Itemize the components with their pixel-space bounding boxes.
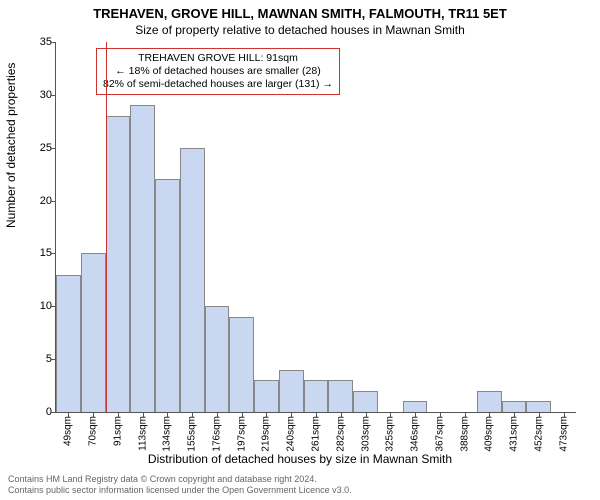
chart-title-sub: Size of property relative to detached ho… [0,23,600,37]
x-tick-mark [440,412,441,417]
histogram-bar [106,116,131,412]
histogram-bar [526,401,551,412]
x-tick-label: 261sqm [311,416,322,452]
annotation-line-2: ← 18% of detached houses are smaller (28… [103,65,333,78]
x-tick-label: 409sqm [484,416,495,452]
x-tick-label: 367sqm [434,416,445,452]
annotation-line-3: 82% of semi-detached houses are larger (… [103,78,333,91]
x-tick-mark [143,412,144,417]
histogram-bar [130,105,155,412]
histogram-bar [81,253,106,412]
x-tick-label: 155sqm [187,416,198,452]
x-tick-mark [316,412,317,417]
x-tick-mark [93,412,94,417]
histogram-bar [56,275,81,412]
x-tick-label: 325sqm [385,416,396,452]
x-tick-mark [242,412,243,417]
x-tick-mark [217,412,218,417]
x-tick-mark [167,412,168,417]
x-axis-label: Distribution of detached houses by size … [0,452,600,466]
x-tick-label: 70sqm [88,416,99,446]
histogram-bar [155,179,180,412]
histogram-bar [304,380,329,412]
histogram-bar [254,380,279,412]
x-tick-label: 219sqm [261,416,272,452]
x-tick-mark [489,412,490,417]
y-tick-mark [51,253,56,254]
x-tick-mark [266,412,267,417]
histogram-bar [180,148,205,412]
x-tick-label: 49sqm [63,416,74,446]
histogram-bar [229,317,254,412]
x-tick-mark [465,412,466,417]
x-tick-mark [564,412,565,417]
y-tick-mark [51,201,56,202]
y-axis-label: Number of detached properties [4,63,18,228]
histogram-bar [502,401,527,412]
x-tick-label: 452sqm [533,416,544,452]
marker-line [106,42,107,412]
x-tick-label: 346sqm [410,416,421,452]
x-tick-mark [118,412,119,417]
annotation-line-1: TREHAVEN GROVE HILL: 91sqm [103,52,333,65]
histogram-bar [205,306,230,412]
x-tick-label: 282sqm [335,416,346,452]
histogram-bar [328,380,353,412]
y-tick-mark [51,412,56,413]
x-tick-label: 388sqm [459,416,470,452]
x-tick-label: 240sqm [286,416,297,452]
histogram-bar [353,391,378,412]
x-tick-mark [68,412,69,417]
x-tick-label: 303sqm [360,416,371,452]
histogram-bar [403,401,428,412]
footer-text: Contains HM Land Registry data © Crown c… [8,474,352,496]
x-tick-label: 473sqm [558,416,569,452]
x-tick-mark [366,412,367,417]
annotation-box: TREHAVEN GROVE HILL: 91sqm ← 18% of deta… [96,48,340,95]
x-tick-mark [192,412,193,417]
x-tick-label: 113sqm [137,416,148,451]
footer-line-2: Contains public sector information licen… [8,485,352,496]
x-tick-label: 176sqm [211,416,222,452]
chart-container: TREHAVEN, GROVE HILL, MAWNAN SMITH, FALM… [0,0,600,500]
x-tick-mark [514,412,515,417]
x-tick-label: 134sqm [162,416,173,452]
histogram-bar [477,391,502,412]
y-tick-mark [51,95,56,96]
x-tick-mark [415,412,416,417]
x-tick-label: 197sqm [236,416,247,452]
histogram-bar [279,370,304,412]
plot-area: TREHAVEN GROVE HILL: 91sqm ← 18% of deta… [55,42,576,413]
x-tick-label: 91sqm [112,416,123,446]
x-tick-mark [390,412,391,417]
y-tick-mark [51,148,56,149]
footer-line-1: Contains HM Land Registry data © Crown c… [8,474,352,485]
x-tick-mark [341,412,342,417]
x-tick-label: 431sqm [509,416,520,452]
x-tick-mark [291,412,292,417]
x-tick-mark [539,412,540,417]
chart-title-main: TREHAVEN, GROVE HILL, MAWNAN SMITH, FALM… [0,6,600,21]
y-tick-mark [51,42,56,43]
